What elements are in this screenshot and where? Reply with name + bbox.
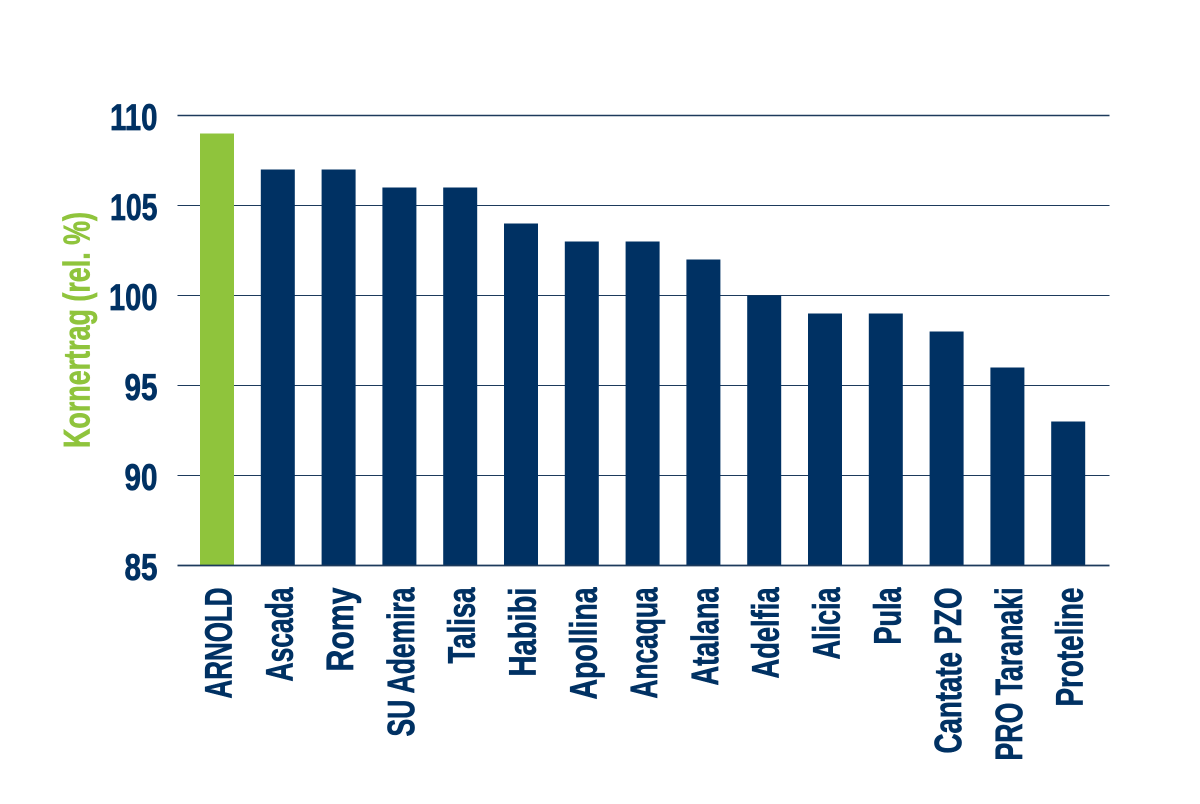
svg-text:PRO Taranaki: PRO Taranaki xyxy=(989,588,1031,761)
svg-text:Apollina: Apollina xyxy=(563,587,605,700)
svg-text:100: 100 xyxy=(109,277,158,318)
svg-text:ARNOLD: ARNOLD xyxy=(199,588,241,699)
svg-text:Adelfia: Adelfia xyxy=(746,587,788,679)
svg-text:Romy: Romy xyxy=(320,588,362,672)
svg-text:Proteline: Proteline xyxy=(1050,588,1092,707)
svg-text:95: 95 xyxy=(125,367,158,408)
svg-text:90: 90 xyxy=(125,457,158,498)
svg-text:SU Ademira: SU Ademira xyxy=(381,587,423,737)
svg-text:Atalana: Atalana xyxy=(685,587,727,686)
svg-text:Ancaqua: Ancaqua xyxy=(624,587,666,699)
svg-text:85: 85 xyxy=(125,547,158,588)
svg-text:Habibi: Habibi xyxy=(503,588,545,677)
svg-text:Alicia: Alicia xyxy=(807,587,849,660)
svg-text:Pula: Pula xyxy=(867,587,909,645)
svg-text:105: 105 xyxy=(110,187,158,228)
svg-text:110: 110 xyxy=(110,97,158,138)
svg-text:Ascada: Ascada xyxy=(259,587,301,682)
svg-text:Cantate PZO: Cantate PZO xyxy=(928,588,970,754)
svg-text:Talisa: Talisa xyxy=(442,587,484,664)
svg-text:Kornertrag (rel. %): Kornertrag (rel. %) xyxy=(57,212,98,448)
